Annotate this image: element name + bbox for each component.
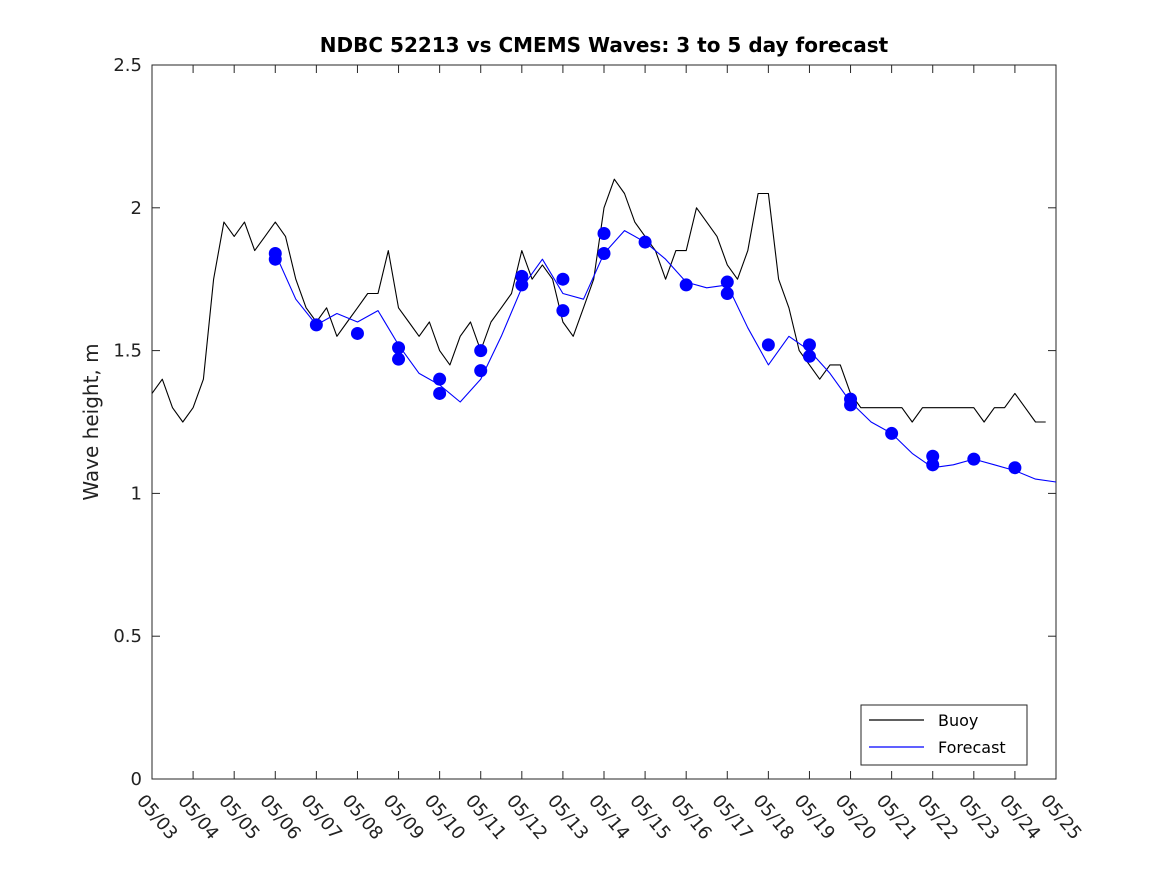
forecast-series [274, 230, 1057, 483]
forecast-marker [679, 278, 693, 292]
x-tick-label: 05/06 [255, 791, 304, 844]
forecast-marker [1008, 461, 1022, 475]
forecast-marker [556, 272, 570, 286]
x-tick-label: 05/16 [666, 791, 715, 844]
y-axis: 0 0.5 1 1.5 2 2.5 [113, 55, 1056, 790]
x-tick-label: 05/15 [625, 791, 674, 844]
y-tick-label: 1.5 [113, 341, 142, 362]
forecast-marker [597, 227, 611, 241]
x-tick-label: 05/12 [502, 791, 551, 844]
y-tick-label: 2.5 [113, 55, 142, 76]
forecast-marker [802, 338, 816, 352]
x-tick-label: 05/11 [461, 791, 510, 844]
forecast-marker [597, 246, 611, 260]
forecast-marker [268, 252, 282, 266]
x-tick-label: 05/19 [790, 791, 839, 844]
forecast-marker [474, 364, 488, 378]
x-tick-label: 05/07 [297, 791, 346, 844]
forecast-marker [392, 341, 406, 355]
forecast-marker [720, 286, 734, 300]
buoy-line [151, 178, 1046, 423]
x-tick-label: 05/23 [954, 791, 1003, 844]
legend: Buoy Forecast [860, 704, 1028, 766]
plot-area [151, 64, 1057, 780]
x-tick-label: 05/20 [831, 791, 880, 844]
legend-label-forecast: Forecast [938, 738, 1006, 757]
x-tick-label: 05/18 [749, 791, 798, 844]
x-tick-label: 05/05 [214, 791, 263, 844]
x-tick-label: 05/04 [173, 791, 222, 844]
forecast-marker [309, 318, 323, 332]
x-tick-label: 05/25 [1036, 791, 1085, 844]
buoy-series [151, 178, 1046, 423]
forecast-marker [556, 304, 570, 318]
forecast-marker [515, 278, 529, 292]
forecast-marker [967, 452, 981, 466]
forecast-marker [885, 426, 899, 440]
legend-label-buoy: Buoy [938, 711, 978, 730]
forecast-marker [474, 344, 488, 358]
x-tick-label: 05/10 [420, 791, 469, 844]
y-tick-label: 2 [131, 198, 142, 219]
x-tick-label: 05/21 [872, 791, 921, 844]
forecast-marker [433, 386, 447, 400]
x-tick-label: 05/17 [707, 791, 756, 844]
x-tick-label: 05/09 [379, 791, 428, 844]
forecast-markers [268, 227, 1022, 475]
forecast-marker [392, 352, 406, 366]
forecast-marker [350, 326, 364, 340]
y-axis-label: Wave height, m [79, 343, 103, 500]
plot-frame [151, 64, 1057, 780]
x-tick-label: 05/22 [913, 791, 962, 844]
forecast-marker [926, 458, 940, 472]
forecast-marker [433, 372, 447, 386]
y-tick-label: 0 [131, 769, 142, 790]
x-tick-label: 05/03 [132, 791, 181, 844]
chart-title: NDBC 52213 vs CMEMS Waves: 3 to 5 day fo… [320, 33, 889, 57]
forecast-marker [720, 275, 734, 289]
forecast-marker [761, 338, 775, 352]
forecast-marker [638, 235, 652, 249]
forecast-marker [844, 398, 858, 412]
y-tick-label: 0.5 [113, 626, 142, 647]
x-tick-label: 05/14 [584, 791, 633, 844]
x-tick-label: 05/24 [995, 791, 1044, 844]
y-tick-label: 1 [131, 483, 142, 504]
forecast-marker [802, 349, 816, 363]
x-tick-label: 05/13 [543, 791, 592, 844]
forecast-line [274, 230, 1057, 483]
legend-box [860, 704, 1028, 766]
x-tick-label: 05/08 [338, 791, 387, 844]
